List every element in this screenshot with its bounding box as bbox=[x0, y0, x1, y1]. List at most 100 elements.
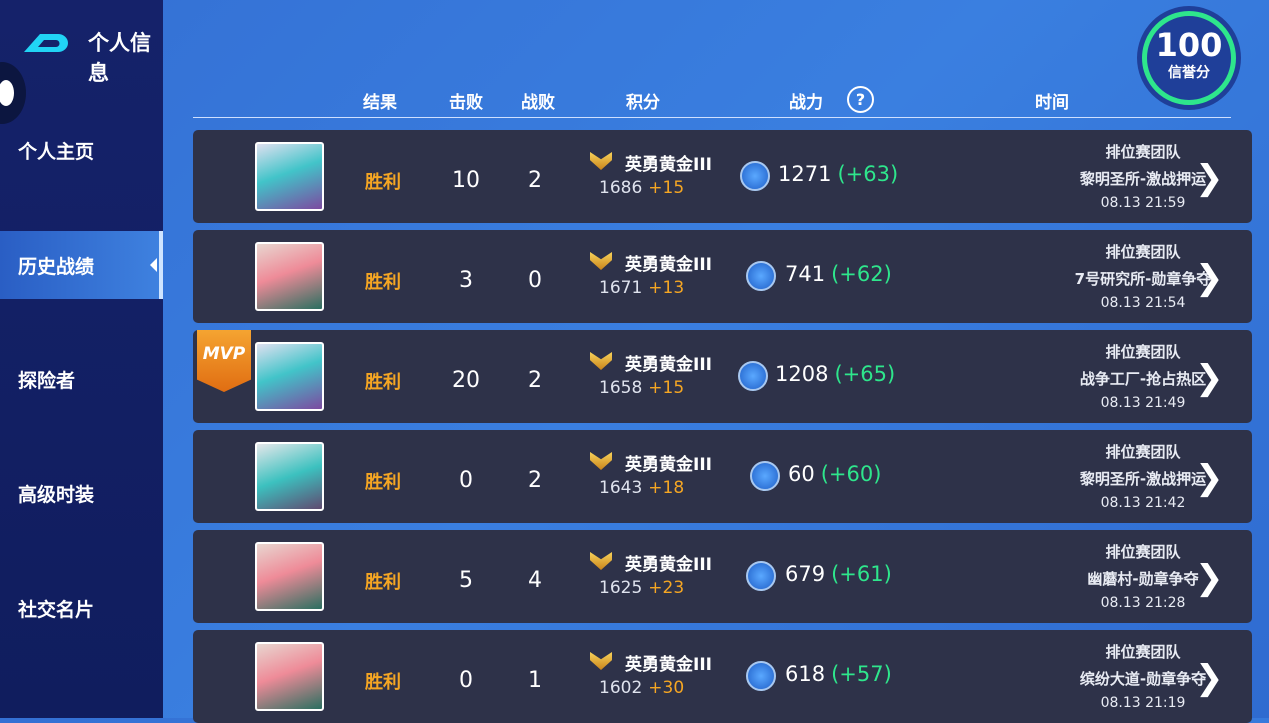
power-delta: (+60) bbox=[820, 462, 882, 486]
power-delta: (+65) bbox=[834, 362, 896, 386]
power: 1208 (+65) bbox=[775, 362, 895, 386]
match-map: 幽蘑村-勋章争夺 bbox=[1087, 570, 1199, 588]
col-power: 战力 bbox=[789, 93, 823, 113]
power-value: 1271 bbox=[778, 162, 832, 186]
col-kills: 击败 bbox=[449, 93, 483, 113]
chevron-right-icon[interactable]: ❯ bbox=[1195, 258, 1224, 298]
deaths: 2 bbox=[528, 168, 542, 193]
rank-score: 1602 +30 bbox=[599, 678, 684, 698]
hero-avatar bbox=[255, 642, 324, 711]
header-divider bbox=[193, 117, 1231, 118]
match-mode: 排位赛团队 bbox=[1105, 143, 1181, 161]
deaths: 2 bbox=[528, 468, 542, 493]
rank-score: 1643 +18 bbox=[599, 478, 684, 498]
power-delta: (+63) bbox=[837, 162, 899, 186]
power-value: 60 bbox=[788, 462, 815, 486]
rank-gold-icon bbox=[590, 452, 612, 470]
match-time: 08.13 21:28 bbox=[1100, 595, 1186, 611]
sidebar-item-explorer[interactable]: 探险者 bbox=[18, 369, 76, 392]
chevron-right-icon[interactable]: ❯ bbox=[1195, 458, 1224, 498]
power: 741 (+62) bbox=[785, 262, 892, 286]
score-delta: +30 bbox=[648, 678, 685, 698]
rank-score: 1658 +15 bbox=[599, 378, 684, 398]
match-row[interactable]: 胜利 0 2 英勇黄金III 1643 +18 60 (+60) 排位赛团队 黎明圣… bbox=[193, 430, 1252, 523]
back-logo-icon[interactable] bbox=[22, 28, 72, 54]
score-value: 1671 bbox=[599, 278, 643, 298]
sidebar-toggle[interactable] bbox=[0, 62, 26, 124]
match-row[interactable]: 胜利 10 2 英勇黄金III 1686 +15 1271 (+63) 排位赛团队 … bbox=[193, 130, 1252, 223]
match-row[interactable]: 胜利 3 0 英勇黄金III 1671 +13 741 (+62) 排位赛团队 7号… bbox=[193, 230, 1252, 323]
match-row[interactable]: 胜利 5 4 英勇黄金III 1625 +23 679 (+61) 排位赛团队 幽蘑… bbox=[193, 530, 1252, 623]
power-icon bbox=[738, 361, 768, 391]
match-mode: 排位赛团队 bbox=[1105, 543, 1181, 561]
power: 679 (+61) bbox=[785, 562, 892, 586]
match-map: 缤纷大道-勋章争夺 bbox=[1079, 670, 1207, 688]
power-value: 618 bbox=[785, 662, 826, 686]
power-value: 741 bbox=[785, 262, 826, 286]
match-time: 08.13 21:49 bbox=[1100, 395, 1186, 411]
score-value: 1602 bbox=[599, 678, 643, 698]
match-time: 08.13 21:59 bbox=[1100, 195, 1186, 211]
chevron-right-icon[interactable]: ❯ bbox=[1195, 158, 1224, 198]
match-result: 胜利 bbox=[365, 572, 401, 593]
match-result: 胜利 bbox=[365, 672, 401, 693]
deaths: 2 bbox=[528, 368, 542, 393]
rank-gold-icon bbox=[590, 252, 612, 270]
kills: 0 bbox=[459, 668, 473, 693]
credit-score-label: 信誉分 bbox=[1168, 65, 1210, 81]
chevron-right-icon[interactable]: ❯ bbox=[1195, 558, 1224, 598]
col-score: 积分 bbox=[626, 93, 660, 113]
kills: 3 bbox=[459, 268, 473, 293]
rank-gold-icon bbox=[590, 552, 612, 570]
match-time: 08.13 21:19 bbox=[1100, 695, 1186, 711]
sidebar-item-history[interactable]: 历史战绩 bbox=[0, 231, 163, 299]
match-time: 08.13 21:42 bbox=[1100, 495, 1186, 511]
rank-gold-icon bbox=[590, 652, 612, 670]
match-map: 战争工厂-抢占热区 bbox=[1079, 370, 1207, 388]
power: 1271 (+63) bbox=[778, 162, 898, 186]
deaths: 0 bbox=[528, 268, 542, 293]
rank-score: 1686 +15 bbox=[599, 178, 684, 198]
hero-avatar bbox=[255, 142, 324, 211]
help-icon[interactable]: ? bbox=[847, 86, 874, 113]
match-result: 胜利 bbox=[365, 272, 401, 293]
power-icon bbox=[750, 461, 780, 491]
match-result: 胜利 bbox=[365, 372, 401, 393]
deaths: 1 bbox=[528, 668, 542, 693]
match-map: 黎明圣所-激战押运 bbox=[1079, 170, 1207, 188]
col-deaths: 战败 bbox=[521, 93, 555, 113]
match-mode: 排位赛团队 bbox=[1105, 243, 1181, 261]
power-value: 1208 bbox=[775, 362, 829, 386]
rank-gold-icon bbox=[590, 152, 612, 170]
hero-avatar bbox=[255, 442, 324, 511]
power-icon bbox=[746, 561, 776, 591]
match-mode: 排位赛团队 bbox=[1105, 443, 1181, 461]
sidebar-item-outfits[interactable]: 高级时装 bbox=[18, 483, 95, 506]
match-time: 08.13 21:54 bbox=[1100, 295, 1186, 311]
chevron-right-icon[interactable]: ❯ bbox=[1195, 358, 1224, 398]
match-mode: 排位赛团队 bbox=[1105, 343, 1181, 361]
chevron-right-icon[interactable]: ❯ bbox=[1195, 658, 1224, 698]
match-result: 胜利 bbox=[365, 472, 401, 493]
kills: 5 bbox=[459, 568, 473, 593]
col-time: 时间 bbox=[1035, 93, 1069, 113]
rank-score: 1671 +13 bbox=[599, 278, 684, 298]
power: 60 (+60) bbox=[788, 462, 881, 486]
sidebar-item-profile[interactable]: 个人主页 bbox=[18, 140, 95, 163]
match-map: 黎明圣所-激战押运 bbox=[1079, 470, 1207, 488]
rank-name: 英勇黄金III bbox=[625, 155, 712, 175]
power-delta: (+61) bbox=[831, 562, 892, 586]
match-row[interactable]: 胜利 0 1 英勇黄金III 1602 +30 618 (+57) 排位赛团队 缤纷… bbox=[193, 630, 1252, 723]
score-delta: +23 bbox=[648, 578, 685, 598]
hero-avatar bbox=[255, 242, 324, 311]
match-map: 7号研究所-勋章争夺 bbox=[1074, 270, 1212, 288]
score-delta: +13 bbox=[648, 278, 685, 298]
score-delta: +15 bbox=[648, 178, 685, 198]
sidebar: 个人信息 个人主页 历史战绩 探险者 高级时装 社交名片 bbox=[0, 0, 163, 718]
rank-name: 英勇黄金III bbox=[625, 555, 712, 575]
sidebar-item-social-card[interactable]: 社交名片 bbox=[18, 598, 95, 621]
credit-score-badge[interactable]: 100 信誉分 bbox=[1137, 6, 1241, 110]
rank-name: 英勇黄金III bbox=[625, 255, 712, 275]
rank-score: 1625 +23 bbox=[599, 578, 684, 598]
match-row[interactable]: MVP 胜利 20 2 英勇黄金III 1658 +15 1208 (+65) 排位… bbox=[193, 330, 1252, 423]
